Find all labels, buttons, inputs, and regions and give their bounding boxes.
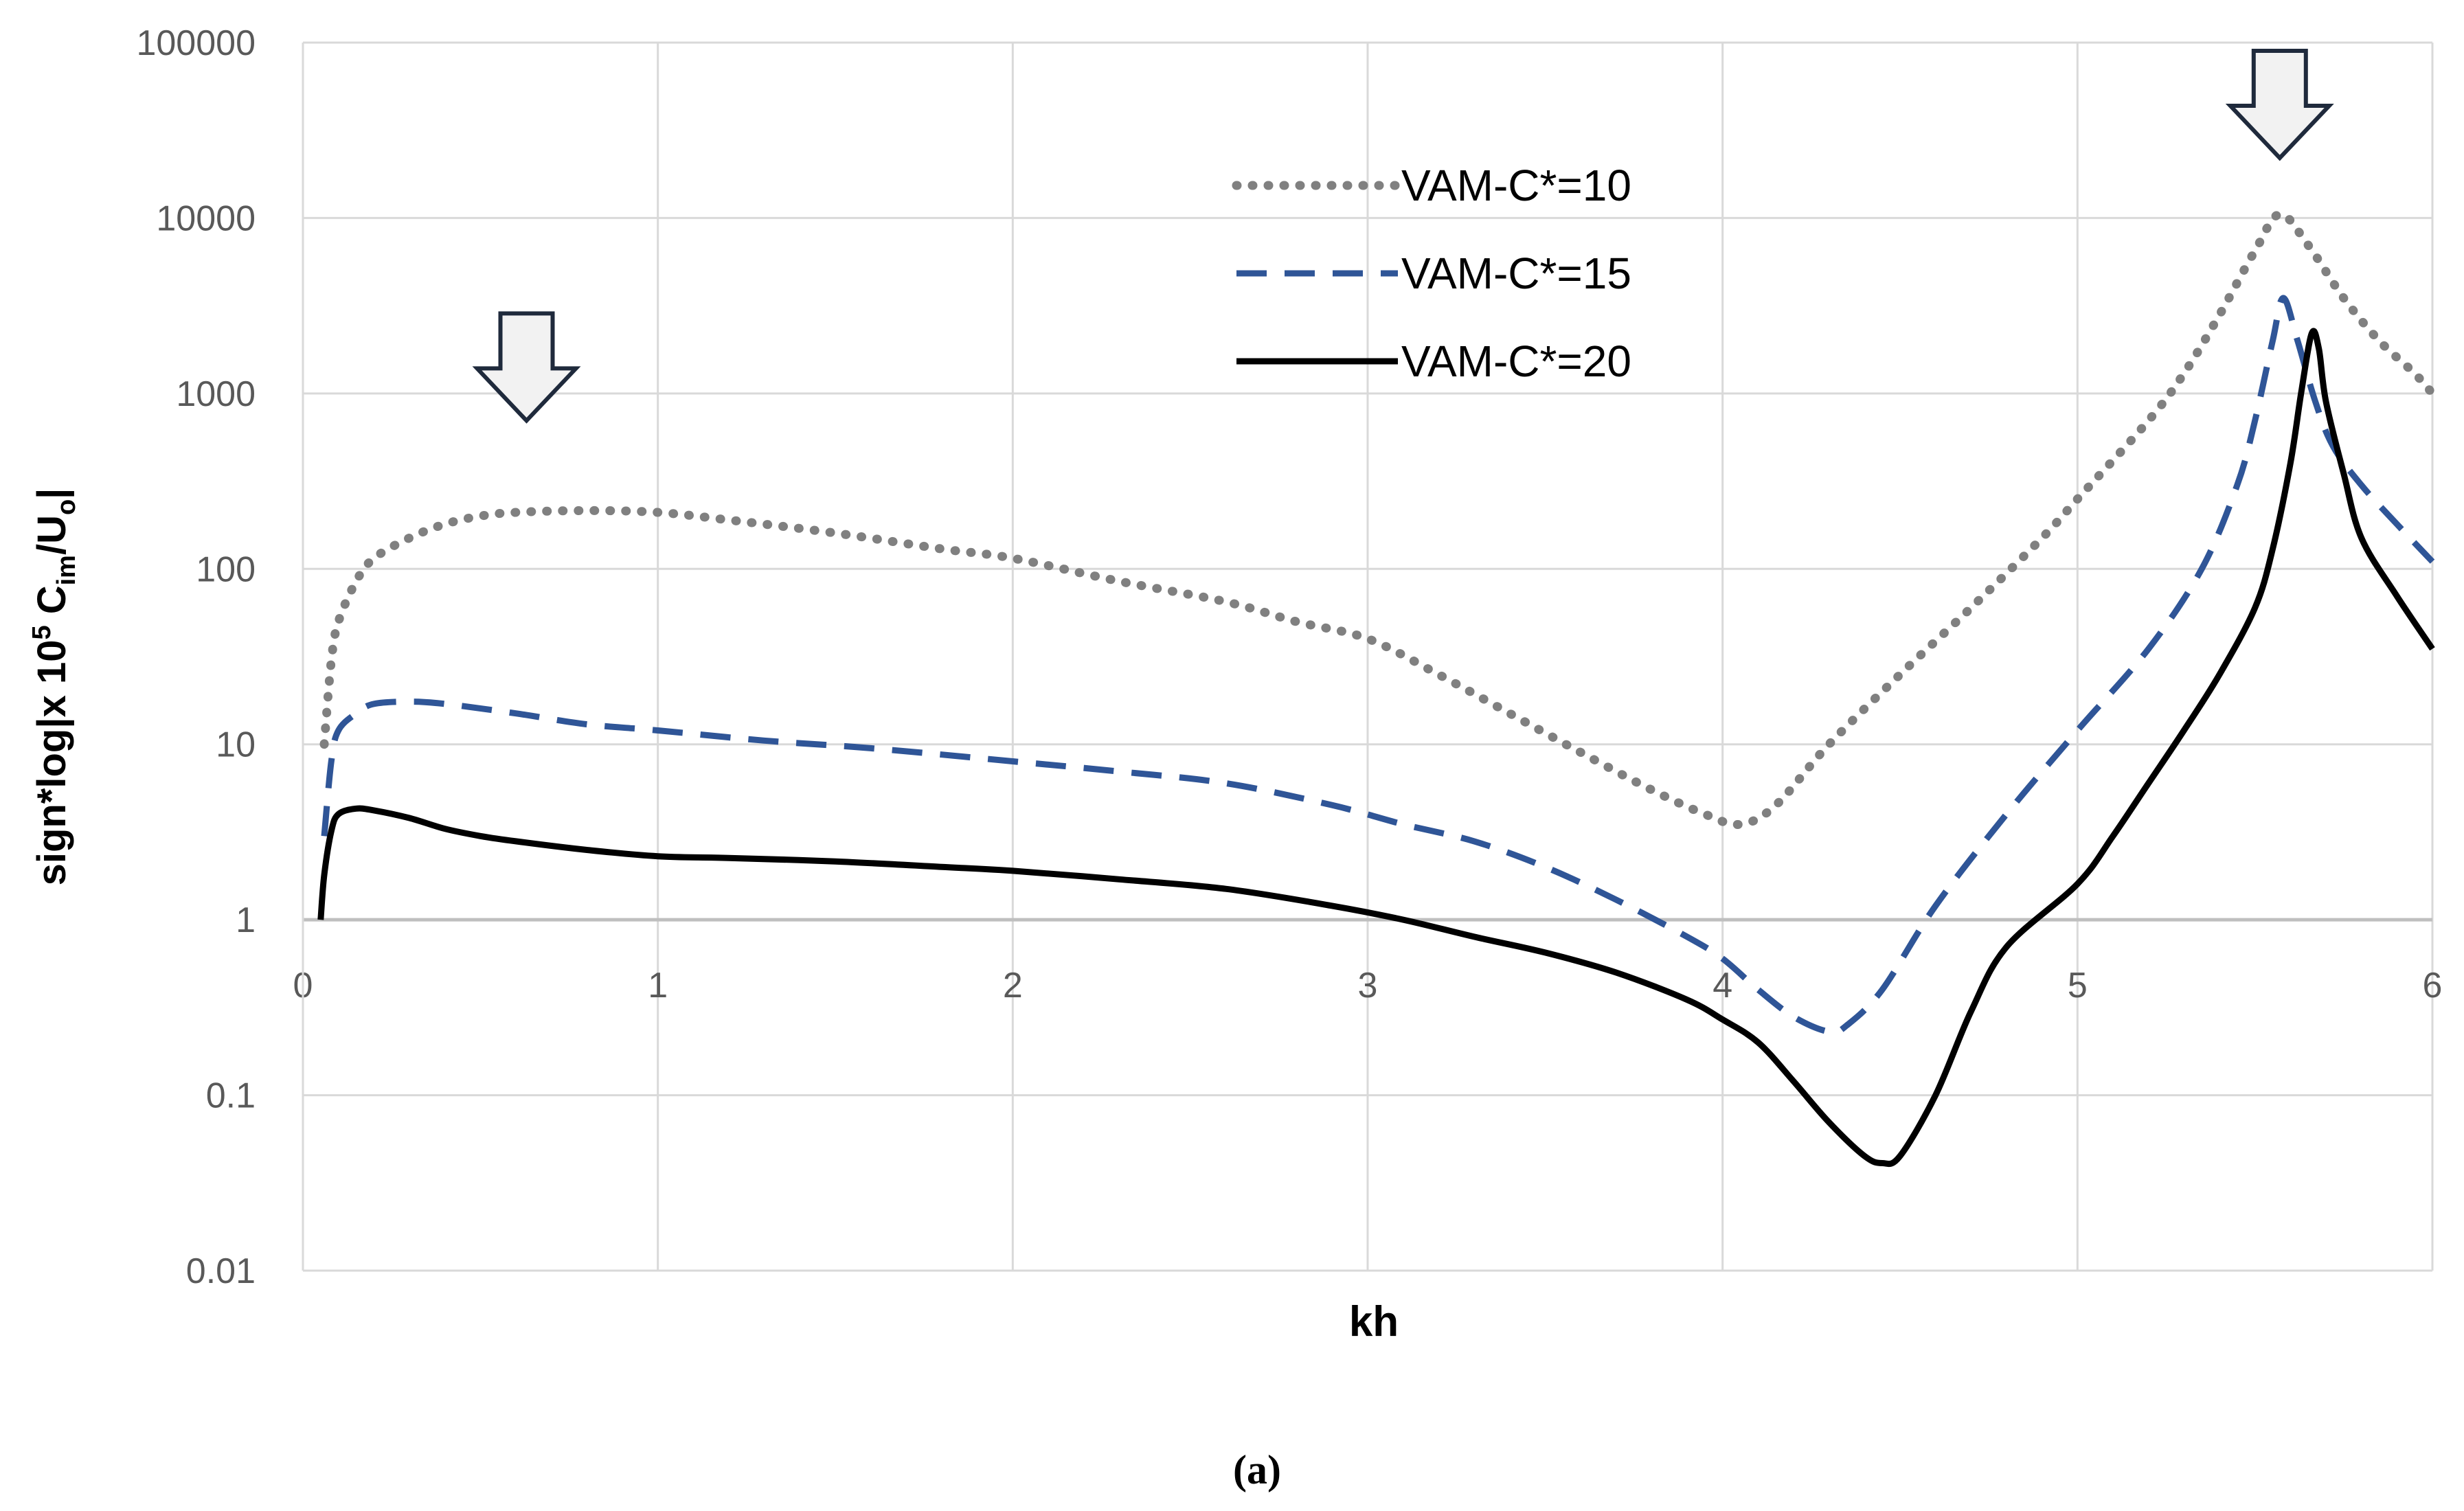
x-tick-label: 1 xyxy=(648,966,668,1006)
figure-caption: (a) xyxy=(1233,1447,1281,1492)
series-line-3 xyxy=(317,328,2435,1168)
x-tick-label: 3 xyxy=(1358,966,1378,1006)
y-tick-label: 1 xyxy=(236,900,256,940)
left-peak-arrow xyxy=(472,311,581,424)
y-tick-label: 0.01 xyxy=(186,1251,256,1291)
y-tick-label: 0.1 xyxy=(206,1076,256,1116)
series-line-1 xyxy=(319,209,2437,829)
x-tick-label: 4 xyxy=(1713,966,1732,1006)
series-line-2 xyxy=(321,295,2435,1036)
legend-label: VAM-C*=15 xyxy=(1401,249,1631,298)
legend-label: VAM-C*=10 xyxy=(1401,161,1631,210)
x-tick-label: 2 xyxy=(1003,966,1023,1006)
y-tick-label: 100 xyxy=(196,549,256,589)
x-tick-label: 5 xyxy=(2068,966,2088,1006)
y-tick-label: 100000 xyxy=(136,23,256,63)
x-tick-label: 6 xyxy=(2423,966,2443,1006)
annotation-arrows xyxy=(472,49,2334,424)
grid xyxy=(303,41,2434,1272)
legend: VAM-C*=10 VAM-C*=15 VAM-C*=20 xyxy=(1232,161,1631,386)
x-axis-label: kh xyxy=(1349,1298,1399,1345)
y-axis-label: sign*log|x 105 Cim/Uo| xyxy=(27,488,81,886)
legend-label: VAM-C*=20 xyxy=(1401,337,1631,386)
y-tick-label: 10000 xyxy=(156,198,256,238)
series-layer xyxy=(317,209,2437,1168)
y-tick-label: 10 xyxy=(216,725,256,765)
right-peak-arrow xyxy=(2225,49,2334,161)
y-tick-label: 1000 xyxy=(176,374,256,414)
